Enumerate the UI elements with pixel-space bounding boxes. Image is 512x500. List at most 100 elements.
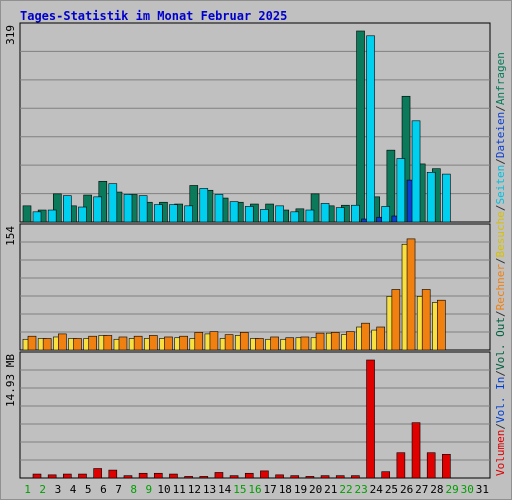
bar-rechner-day-28 [437, 299, 446, 351]
x-tick-label: 21 [324, 483, 337, 496]
legend-entry: Besuche [494, 211, 507, 257]
legend-entry: Volumen [494, 430, 507, 476]
bar-rechner-day-10 [164, 336, 173, 351]
bar-rechner-day-13 [209, 331, 219, 351]
bar-rechner-day-4 [73, 338, 82, 351]
bar-seiten-day-18 [290, 211, 300, 223]
bar-anfragen-day-20 [310, 193, 320, 223]
bar-volumen-day-6 [108, 469, 118, 479]
x-tick-label: 28 [430, 483, 443, 496]
bar-seiten-day-21 [335, 207, 345, 223]
bar-anfragen-day-3 [53, 193, 62, 223]
right-legend: Volumen/Vol. In/Vol. Out/Rechner/Besuche… [494, 52, 507, 476]
bar-volumen-day-23 [366, 359, 375, 479]
right-legend-text: Volumen/Vol. In/Vol. Out/Rechner/Besuche… [494, 52, 507, 476]
bar-seiten-day-12 [199, 188, 209, 223]
bar-volumen-day-13 [214, 472, 224, 479]
x-tick-label: 4 [70, 483, 77, 496]
bar-rechner-day-25 [391, 289, 401, 351]
bar-seiten-day-9 [153, 204, 163, 223]
bar-rechner-day-5 [88, 335, 97, 351]
panel-requests: 319 [4, 22, 491, 223]
bar-seiten-day-2 [47, 209, 57, 223]
x-tick-label: 27 [415, 483, 428, 496]
bar-seiten-day-4 [78, 206, 87, 223]
bar-rechner-day-16 [255, 338, 264, 351]
bar-rechner-day-14 [224, 334, 234, 351]
x-tick-label: 19 [294, 483, 307, 496]
bar-seiten-day-11 [184, 205, 193, 223]
x-tick-label: 22 [339, 483, 352, 496]
x-tick-label: 26 [400, 483, 413, 496]
x-tick-label: 24 [370, 483, 384, 496]
bar-volumen-day-9 [153, 472, 163, 479]
bar-volumen-day-20 [320, 475, 330, 479]
legend-entry: / [494, 105, 507, 112]
panel-frame [19, 351, 491, 479]
bar-volumen-day-27 [426, 452, 436, 479]
bar-volumen-day-4 [78, 473, 87, 479]
x-tick-label: 18 [279, 483, 292, 496]
x-tick-label: 6 [100, 483, 107, 496]
bar-seiten-day-26 [411, 120, 421, 223]
x-tick-label: 31 [476, 483, 489, 496]
x-tick-label: 30 [461, 483, 474, 496]
x-tick-label: 11 [173, 483, 186, 496]
x-tick-label: 13 [203, 483, 216, 496]
bar-volumen-day-21 [335, 475, 345, 479]
chart-panels: 319 154 14.93 MB [4, 22, 491, 479]
bar-seiten-day-16 [260, 209, 269, 223]
legend-entry: Seiten [494, 165, 507, 205]
bar-volumen-day-22 [351, 475, 360, 479]
chart-title: Tages-Statistik im Monat Februar 2025 [20, 9, 287, 23]
x-tick-label: 23 [355, 483, 368, 496]
bar-rechner-day-24 [376, 326, 386, 351]
x-tick-label: 10 [157, 483, 170, 496]
bar-rechner-day-2 [42, 338, 52, 351]
bar-rechner-day-3 [58, 333, 67, 351]
bar-rechner-day-27 [421, 289, 431, 351]
bar-rechner-day-15 [239, 332, 249, 351]
bar-rechner-day-8 [133, 335, 143, 351]
bar-anfragen-day-23 [356, 30, 365, 223]
bar-rechner-day-18 [285, 337, 295, 351]
x-tick-label: 12 [188, 483, 201, 496]
bar-volumen-day-11 [184, 476, 193, 479]
bar-seiten-day-7 [123, 194, 133, 223]
bar-rechner-day-26 [406, 238, 416, 351]
x-tick-label: 14 [218, 483, 232, 496]
x-tick-label: 5 [85, 483, 92, 496]
bar-rechner-day-12 [194, 332, 204, 351]
x-axis-labels: 1 2 3 4 5 6 7 8 9 10 11 12 13 14 15 16 17 18 19 20 21 22 23 24 2… [24, 483, 489, 496]
bar-volumen-day-26 [411, 422, 421, 479]
bar-rechner-day-22 [346, 331, 355, 351]
bar-seiten-day-1 [32, 211, 42, 223]
bar-seiten-day-8 [138, 195, 148, 223]
bar-volumen-day-17 [275, 474, 284, 479]
bar-seiten-day-3 [63, 195, 72, 223]
bar-rechner-day-9 [148, 335, 158, 351]
bar-rechner-day-17 [270, 336, 279, 351]
bar-seiten-day-28 [442, 173, 451, 223]
panel-visits: 154 [4, 223, 491, 351]
bar-volumen-day-2 [47, 474, 57, 479]
bar-volumen-day-3 [63, 473, 72, 479]
bar-volumen-day-25 [396, 452, 406, 479]
bar-volumen-day-16 [260, 470, 269, 479]
y-max-label: 319 [4, 25, 17, 45]
x-tick-label: 29 [445, 483, 458, 496]
bar-seiten-day-10 [169, 204, 178, 223]
x-tick-label: 1 [24, 483, 31, 496]
bar-seiten-day-13 [214, 194, 224, 223]
bar-seiten-day-19 [305, 209, 315, 223]
bar-seiten-day-14 [229, 201, 239, 223]
x-tick-label: 15 [233, 483, 246, 496]
legend-entry: / [494, 204, 507, 211]
legend-entry: Dateien [494, 112, 507, 158]
bar-volumen-day-18 [290, 475, 300, 479]
bar-volumen-day-14 [229, 475, 239, 479]
legend-entry: / [494, 423, 507, 430]
bar-volumen-day-5 [93, 468, 102, 479]
